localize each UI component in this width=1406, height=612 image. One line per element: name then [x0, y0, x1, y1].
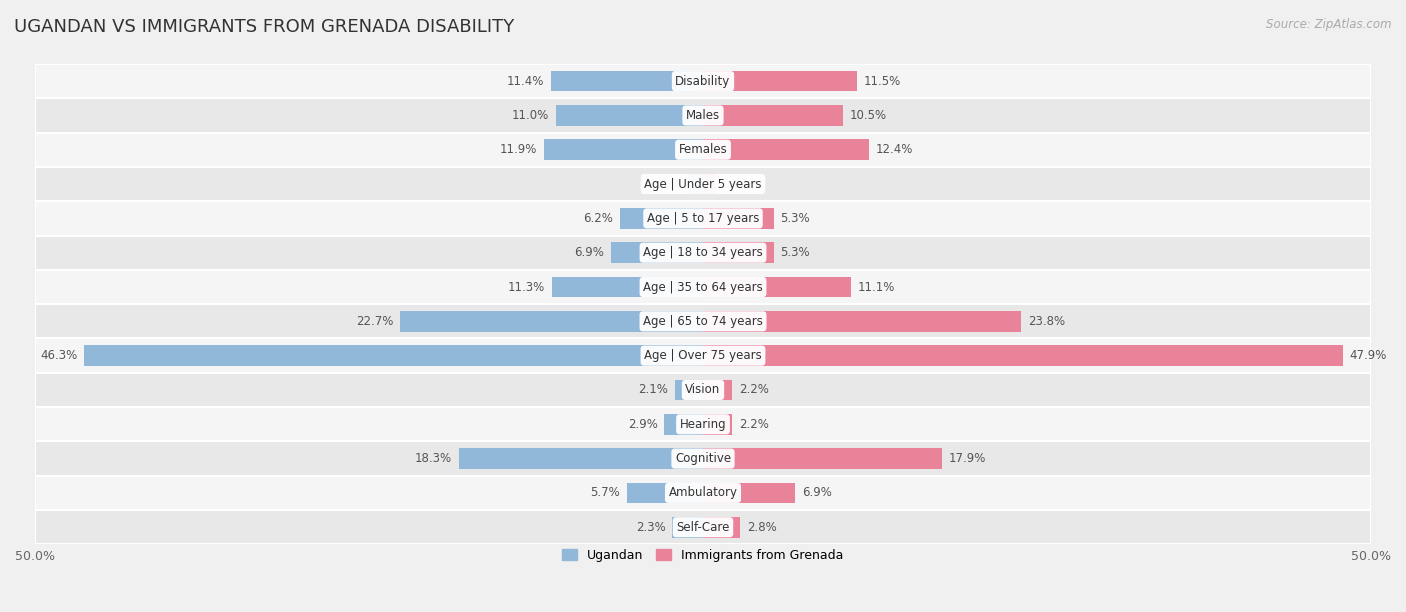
- Text: 11.9%: 11.9%: [501, 143, 537, 156]
- Text: 5.3%: 5.3%: [780, 212, 810, 225]
- Text: 2.3%: 2.3%: [636, 521, 665, 534]
- Bar: [84, 345, 703, 366]
- Text: Age | Over 75 years: Age | Over 75 years: [644, 349, 762, 362]
- Bar: [35, 64, 1371, 99]
- Text: Age | 35 to 64 years: Age | 35 to 64 years: [643, 280, 763, 294]
- Text: 47.9%: 47.9%: [1350, 349, 1386, 362]
- Text: 6.2%: 6.2%: [583, 212, 613, 225]
- Text: 5.3%: 5.3%: [780, 246, 810, 259]
- Bar: [703, 414, 733, 435]
- Text: Disability: Disability: [675, 75, 731, 88]
- Bar: [703, 140, 869, 160]
- Text: 11.3%: 11.3%: [508, 280, 546, 294]
- Text: 6.9%: 6.9%: [574, 246, 605, 259]
- Bar: [703, 71, 856, 91]
- Text: 11.4%: 11.4%: [506, 75, 544, 88]
- Bar: [35, 338, 1371, 373]
- Text: 11.5%: 11.5%: [863, 75, 901, 88]
- Text: 2.8%: 2.8%: [747, 521, 778, 534]
- Text: 10.5%: 10.5%: [851, 109, 887, 122]
- Text: 6.9%: 6.9%: [801, 487, 832, 499]
- Bar: [35, 270, 1371, 304]
- Bar: [35, 99, 1371, 133]
- Text: 11.0%: 11.0%: [512, 109, 550, 122]
- Bar: [553, 277, 703, 297]
- Bar: [399, 311, 703, 332]
- Bar: [458, 449, 703, 469]
- Bar: [664, 414, 703, 435]
- Bar: [551, 71, 703, 91]
- Bar: [35, 510, 1371, 545]
- Text: 22.7%: 22.7%: [356, 315, 394, 328]
- Text: Age | 18 to 34 years: Age | 18 to 34 years: [643, 246, 763, 259]
- Text: Ambulatory: Ambulatory: [668, 487, 738, 499]
- Text: Age | Under 5 years: Age | Under 5 years: [644, 177, 762, 190]
- Bar: [703, 517, 741, 537]
- Bar: [703, 311, 1021, 332]
- Bar: [35, 407, 1371, 441]
- Text: UGANDAN VS IMMIGRANTS FROM GRENADA DISABILITY: UGANDAN VS IMMIGRANTS FROM GRENADA DISAB…: [14, 18, 515, 36]
- Text: 1.1%: 1.1%: [652, 177, 682, 190]
- Text: Self-Care: Self-Care: [676, 521, 730, 534]
- Text: Cognitive: Cognitive: [675, 452, 731, 465]
- Text: Females: Females: [679, 143, 727, 156]
- Text: Age | 5 to 17 years: Age | 5 to 17 years: [647, 212, 759, 225]
- Text: 0.94%: 0.94%: [723, 177, 759, 190]
- Bar: [703, 105, 844, 125]
- Bar: [35, 373, 1371, 407]
- Bar: [35, 441, 1371, 476]
- Text: Age | 65 to 74 years: Age | 65 to 74 years: [643, 315, 763, 328]
- Text: 2.9%: 2.9%: [627, 418, 658, 431]
- Bar: [35, 201, 1371, 236]
- Text: 12.4%: 12.4%: [876, 143, 912, 156]
- Bar: [555, 105, 703, 125]
- Text: 18.3%: 18.3%: [415, 452, 451, 465]
- Text: Source: ZipAtlas.com: Source: ZipAtlas.com: [1267, 18, 1392, 31]
- Bar: [35, 133, 1371, 167]
- Bar: [703, 345, 1343, 366]
- Bar: [703, 483, 796, 503]
- Bar: [610, 242, 703, 263]
- Text: 11.1%: 11.1%: [858, 280, 896, 294]
- Bar: [675, 379, 703, 400]
- Bar: [35, 476, 1371, 510]
- Text: 46.3%: 46.3%: [41, 349, 77, 362]
- Bar: [703, 449, 942, 469]
- Bar: [703, 277, 851, 297]
- Text: Vision: Vision: [685, 384, 721, 397]
- Bar: [703, 242, 773, 263]
- Bar: [703, 379, 733, 400]
- Text: 2.2%: 2.2%: [740, 384, 769, 397]
- Bar: [703, 208, 773, 229]
- Text: 5.7%: 5.7%: [591, 487, 620, 499]
- Bar: [35, 236, 1371, 270]
- Bar: [620, 208, 703, 229]
- Bar: [689, 174, 703, 195]
- Bar: [35, 304, 1371, 338]
- Legend: Ugandan, Immigrants from Grenada: Ugandan, Immigrants from Grenada: [557, 544, 849, 567]
- Text: 23.8%: 23.8%: [1028, 315, 1064, 328]
- Text: 2.2%: 2.2%: [740, 418, 769, 431]
- Bar: [672, 517, 703, 537]
- Text: Males: Males: [686, 109, 720, 122]
- Bar: [544, 140, 703, 160]
- Bar: [627, 483, 703, 503]
- Text: 17.9%: 17.9%: [949, 452, 986, 465]
- Text: 2.1%: 2.1%: [638, 384, 668, 397]
- Bar: [35, 167, 1371, 201]
- Bar: [703, 174, 716, 195]
- Text: Hearing: Hearing: [679, 418, 727, 431]
